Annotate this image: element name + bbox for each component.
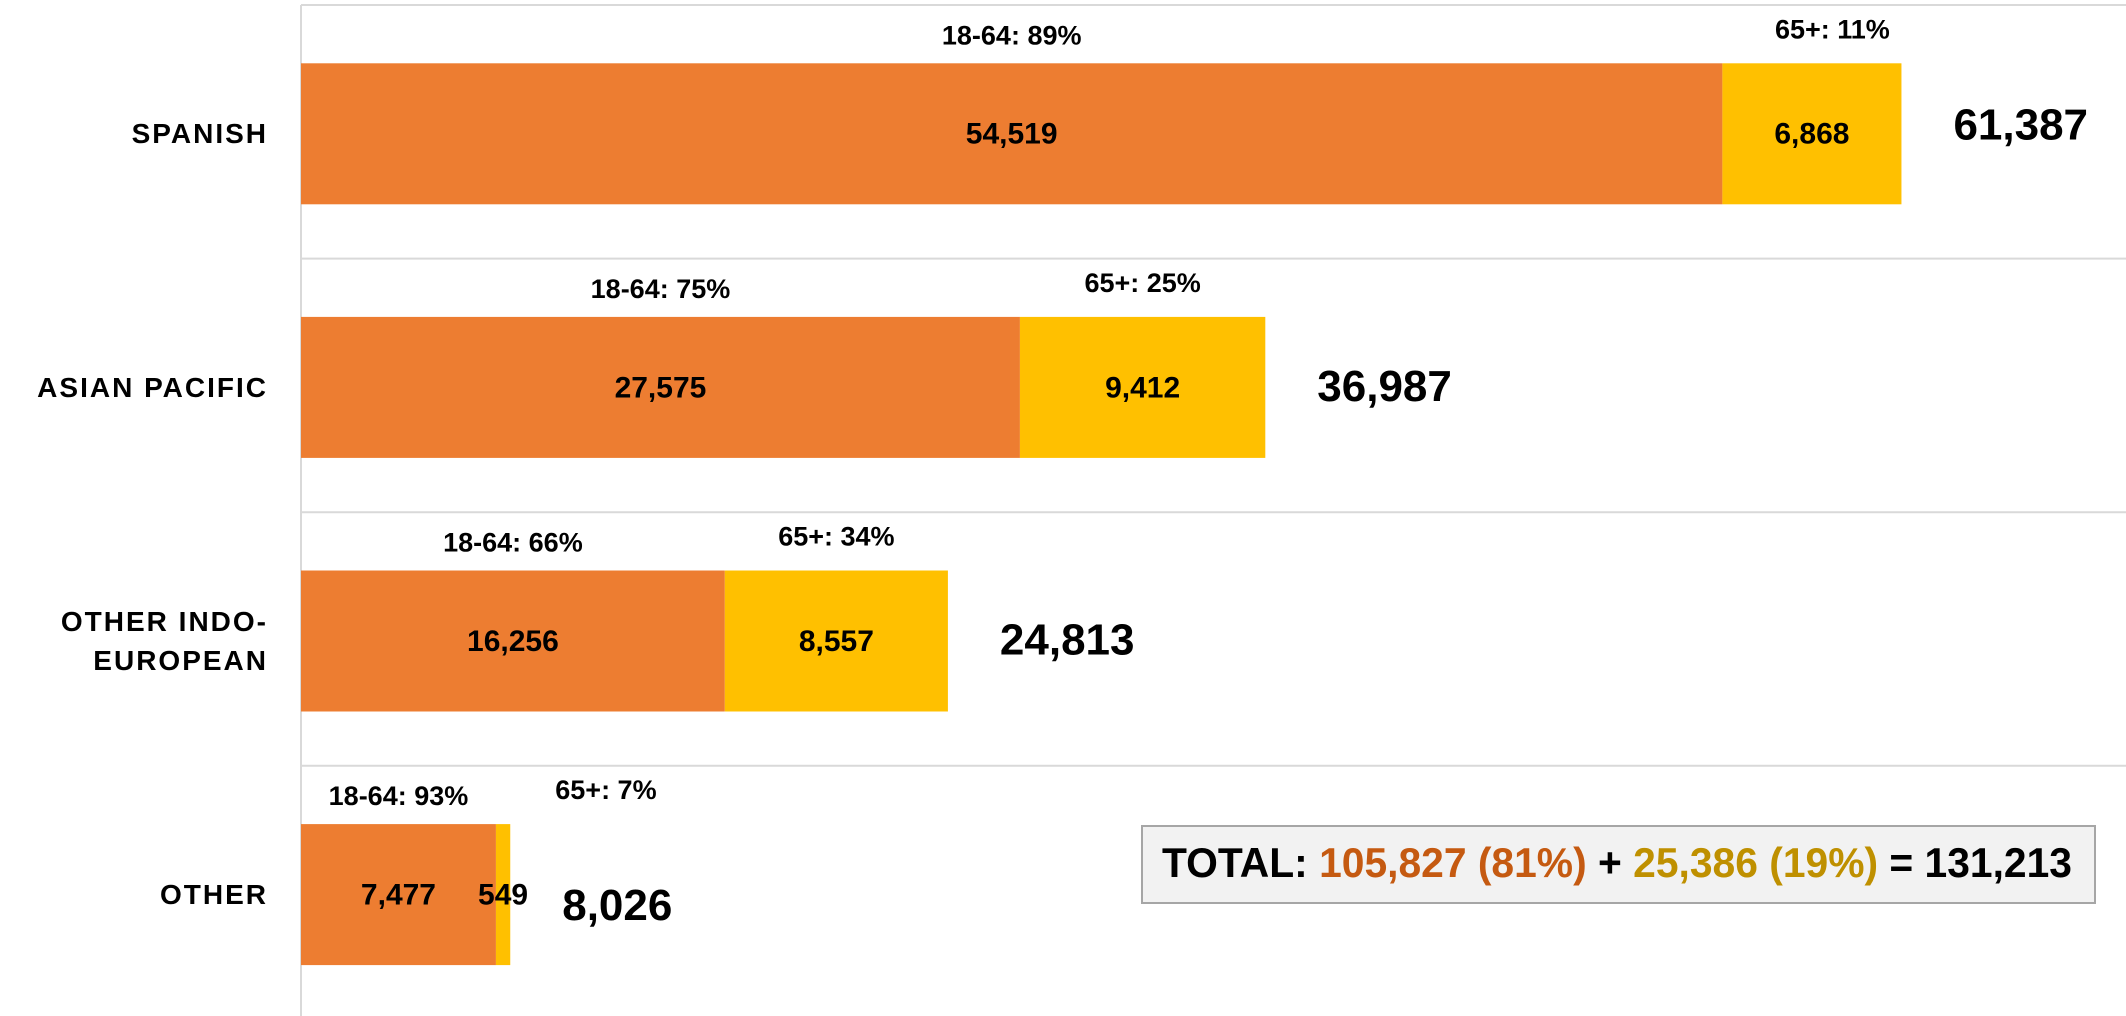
bar-value-label: 7,477 (361, 879, 436, 912)
bar-segment (495, 824, 511, 966)
category-label: ASIAN PACIFIC (37, 371, 268, 403)
summary-box: TOTAL: 105,827 (81%) + 25,386 (19%) = 13… (1141, 825, 2096, 904)
share-label: 18-64: 93% (329, 781, 469, 811)
category-label: OTHER INDO-EUROPEAN (60, 605, 268, 676)
summary-second: 25,386 (19%) (1633, 839, 1878, 886)
total-label: 61,387 (1953, 100, 2088, 149)
bar-segment (301, 824, 496, 966)
summary-frame (1141, 825, 2096, 904)
summary-prefix: TOTAL: (1162, 839, 1308, 886)
bar-value-label: 549 (478, 879, 528, 912)
share-label: 65+: 25% (1084, 268, 1200, 298)
bar-segment (1019, 316, 1266, 458)
total-label: 24,813 (1000, 616, 1135, 665)
share-label: 18-64: 89% (942, 20, 1082, 50)
bar-value-label: 54,519 (966, 118, 1058, 151)
bar-segment (724, 570, 948, 712)
bar-segment (301, 316, 1020, 458)
bar-segment (301, 63, 1723, 205)
total-label: 8,026 (562, 881, 672, 930)
summary-result: = 131,213 (1889, 839, 2072, 886)
bar-segment (301, 570, 725, 712)
summary-text: TOTAL: 105,827 (81%) + 25,386 (19%) = 13… (1162, 839, 2072, 886)
category-label: OTHER (160, 879, 268, 910)
share-label: 65+: 11% (1775, 14, 1890, 44)
share-label: 65+: 34% (778, 522, 894, 552)
bar-value-label: 9,412 (1105, 371, 1180, 404)
bar-segment (1722, 63, 1902, 205)
bar-value-label: 8,557 (799, 625, 874, 658)
bar-value-label: 27,575 (615, 371, 707, 404)
total-label: 36,987 (1317, 362, 1452, 411)
category-label: SPANISH (131, 118, 268, 150)
share-label: 18-64: 75% (591, 274, 731, 304)
summary-plus: + (1598, 839, 1622, 886)
share-label: 18-64: 66% (443, 528, 583, 558)
summary-first: 105,827 (81%) (1319, 839, 1587, 886)
bar-value-label: 6,868 (1774, 118, 1849, 151)
bar-value-label: 16,256 (467, 625, 559, 658)
share-label: 65+: 7% (555, 775, 656, 805)
